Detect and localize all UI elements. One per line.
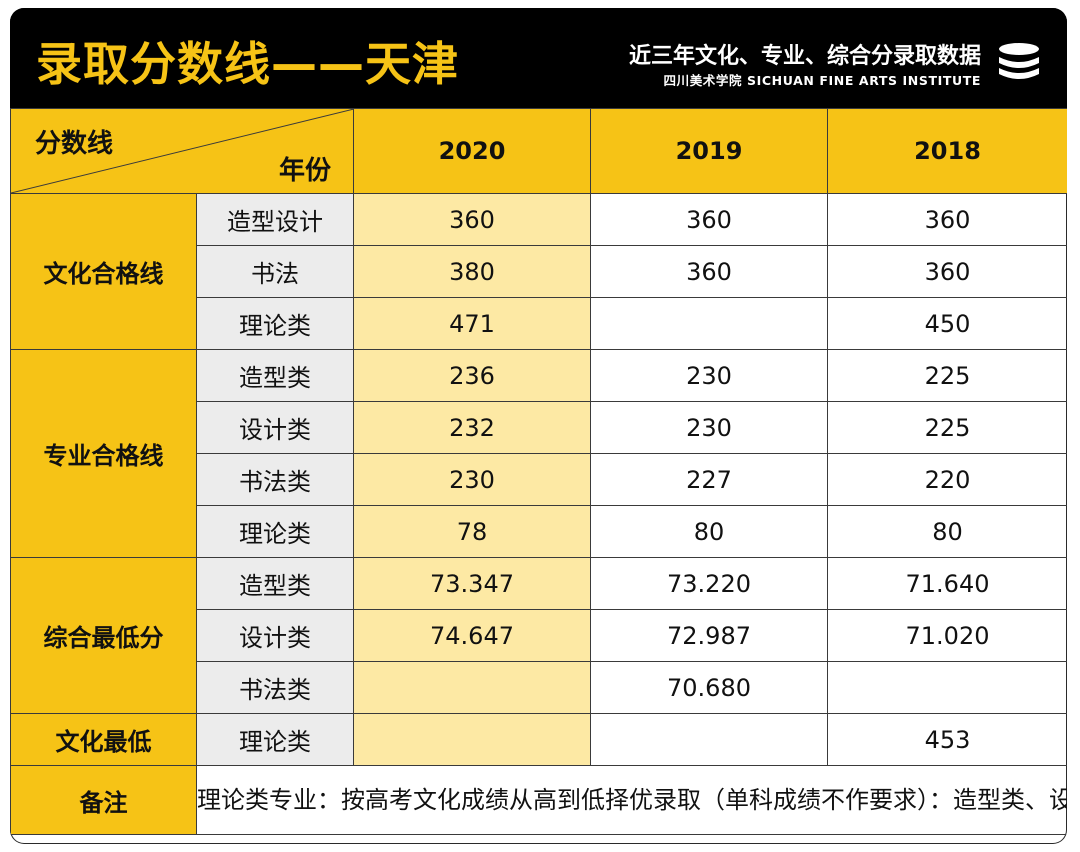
table-row: 设计类 74.647 72.987 71.020 — [11, 609, 1067, 662]
subcategory-cell: 理论类 — [196, 505, 354, 558]
subcategory-cell: 设计类 — [196, 609, 354, 662]
value-cell: 450 — [827, 297, 1067, 350]
value-cell: 220 — [827, 453, 1067, 506]
subcategory-cell: 造型类 — [196, 557, 354, 610]
corner-cell: 分数线 年份 — [10, 108, 354, 194]
stacked-discs-logo-icon — [999, 43, 1039, 79]
table-row: 文化最低 理论类 453 — [10, 713, 1067, 766]
subcategory-cell: 理论类 — [196, 297, 354, 350]
value-cell: 230 — [353, 453, 591, 506]
table-row: 书法 380 360 360 — [11, 245, 1067, 298]
subcategory-cell: 造型类 — [196, 349, 354, 402]
score-table: 分数线 年份 2020 2019 2018 文化合格线 造型设计 360 360… — [10, 108, 1067, 835]
value-cell: 73.220 — [590, 557, 828, 610]
value-cell: 380 — [353, 245, 591, 298]
header-subtitle: 近三年文化、专业、综合分录取数据 — [628, 44, 981, 69]
value-cell: 73.347 — [353, 557, 591, 610]
value-cell — [590, 297, 828, 350]
table-row: 书法类 70.680 — [11, 661, 1067, 714]
corner-label-year: 年份 — [278, 156, 331, 186]
category-cell: 专业合格线 — [10, 349, 197, 558]
value-cell: 72.987 — [590, 609, 828, 662]
diagonal-divider — [11, 109, 353, 193]
value-cell: 71.640 — [827, 557, 1067, 610]
value-cell: 225 — [827, 401, 1067, 454]
category-cell: 文化合格线 — [10, 193, 197, 350]
subcategory-cell: 书法类 — [196, 661, 354, 714]
value-cell: 80 — [590, 505, 828, 558]
value-cell — [353, 661, 591, 714]
category-cell: 文化最低 — [10, 713, 197, 766]
value-cell: 74.647 — [353, 609, 591, 662]
value-cell: 80 — [827, 505, 1067, 558]
subcategory-cell: 理论类 — [196, 713, 354, 766]
corner-label-score: 分数线 — [35, 129, 114, 159]
year-header: 2019 — [590, 108, 828, 194]
score-card: 录取分数线——天津 近三年文化、专业、综合分录取数据 四川美术学院 SICHUA… — [10, 8, 1067, 844]
value-cell: 227 — [590, 453, 828, 506]
notes-row: 备注 理论类专业：按高考文化成绩从高到低择优录取（单科成绩不作要求）：造型类、设… — [10, 765, 1067, 835]
table-row: 书法类 230 227 220 — [11, 453, 1067, 506]
value-cell: 360 — [827, 245, 1067, 298]
value-cell: 360 — [353, 193, 591, 246]
year-header: 2018 — [827, 108, 1067, 194]
table-row: 理论类 78 80 80 — [11, 505, 1067, 558]
subcategory-cell: 书法 — [196, 245, 354, 298]
subcategory-cell: 造型设计 — [196, 193, 354, 246]
table-row: 文化合格线 造型设计 360 360 360 — [10, 193, 1067, 350]
notes-text: 理论类专业：按高考文化成绩从高到低择优录取（单科成绩不作要求）：造型类、设计类、… — [196, 765, 1067, 835]
table-row: 综合最低分 造型类 73.347 73.220 71.640 — [10, 557, 1067, 714]
value-cell — [590, 713, 828, 766]
value-cell: 71.020 — [827, 609, 1067, 662]
value-cell: 225 — [827, 349, 1067, 402]
value-cell: 78 — [353, 505, 591, 558]
table-header-row: 分数线 年份 2020 2019 2018 — [10, 108, 1067, 194]
value-cell: 232 — [353, 401, 591, 454]
notes-label: 备注 — [10, 765, 197, 835]
table-row: 设计类 232 230 225 — [11, 401, 1067, 454]
value-cell: 236 — [353, 349, 591, 402]
value-cell: 471 — [353, 297, 591, 350]
value-cell — [353, 713, 591, 766]
value-cell: 360 — [827, 193, 1067, 246]
value-cell: 70.680 — [590, 661, 828, 714]
table-row: 专业合格线 造型类 236 230 225 — [10, 349, 1067, 558]
value-cell: 360 — [590, 245, 828, 298]
table-row: 理论类 471 450 — [11, 297, 1067, 350]
value-cell: 230 — [590, 349, 828, 402]
year-header: 2020 — [353, 108, 591, 194]
subcategory-cell: 书法类 — [196, 453, 354, 506]
page-title: 录取分数线——天津 — [36, 37, 459, 91]
subcategory-cell: 设计类 — [196, 401, 354, 454]
institute-name: 四川美术学院 SICHUAN FINE ARTS INSTITUTE — [663, 73, 981, 88]
value-cell: 360 — [590, 193, 828, 246]
value-cell: 453 — [827, 713, 1067, 766]
value-cell: 230 — [590, 401, 828, 454]
value-cell — [827, 661, 1067, 714]
category-cell: 综合最低分 — [10, 557, 197, 714]
header-bar: 录取分数线——天津 近三年文化、专业、综合分录取数据 四川美术学院 SICHUA… — [10, 8, 1067, 108]
